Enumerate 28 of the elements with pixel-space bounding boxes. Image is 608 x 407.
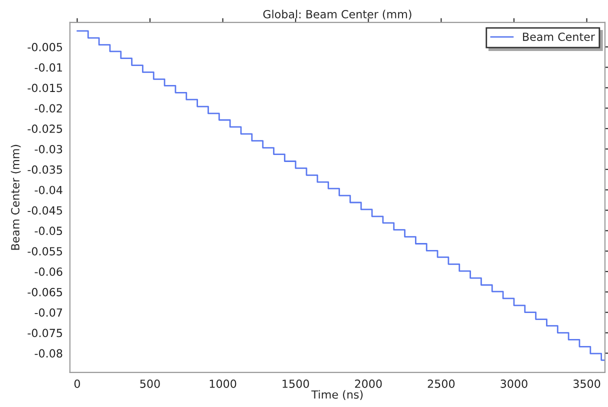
x-tick-label: 0: [74, 380, 80, 388]
x-tick-label: 3500: [573, 380, 600, 388]
y-tick-label: -0.055: [28, 247, 62, 256]
legend-label: Beam Center: [523, 32, 595, 41]
y-tick-label: -0.075: [28, 328, 62, 338]
x-tick-label: 3000: [500, 380, 528, 388]
chart-title: Global: Beam Center (mm): [263, 10, 412, 20]
y-tick-label: -0.08: [34, 349, 62, 358]
y-tick-label: -0.06: [34, 268, 62, 276]
y-tick-label: -0.07: [34, 308, 62, 317]
y-tick-label: -0.045: [28, 206, 62, 215]
x-tick-label: 500: [140, 380, 160, 388]
x-tick-label: 1000: [210, 380, 236, 388]
x-tick-label: 1500: [282, 380, 309, 388]
y-tick-label: -0.015: [28, 84, 62, 92]
y-tick-label: -0.01: [34, 63, 62, 72]
y-tick-label: -0.04: [34, 186, 62, 194]
y-axis-title: Beam Center (mm): [10, 144, 21, 250]
y-tick-label: -0.02: [34, 104, 62, 113]
y-tick-label: -0.035: [28, 165, 62, 174]
x-axis-title: Time (ns): [311, 390, 363, 400]
x-tick-label: 2000: [355, 380, 382, 388]
y-tick-label: -0.05: [34, 226, 62, 236]
y-tick-label: -0.065: [28, 288, 62, 296]
y-tick-label: -0.025: [28, 124, 62, 133]
x-tick-label: 2500: [428, 380, 455, 388]
y-tick-label: -0.03: [34, 144, 62, 154]
y-tick-label: -0.005: [28, 42, 62, 52]
